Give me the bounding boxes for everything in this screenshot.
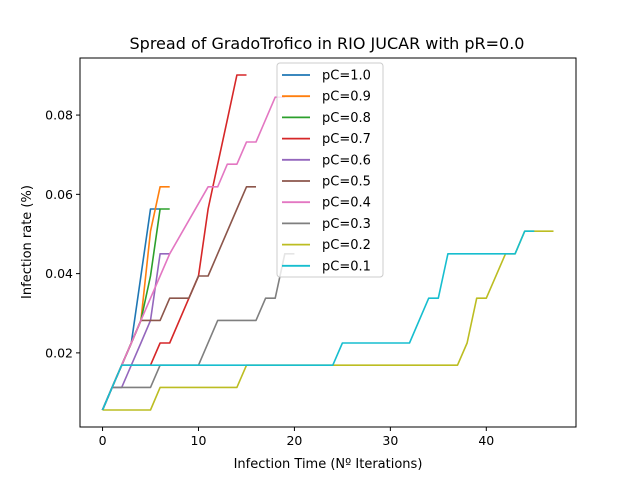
x-tick-label-4: 40 <box>478 433 494 448</box>
legend-label-9: pC=0.1 <box>322 259 371 274</box>
legend-label-3: pC=0.7 <box>322 132 371 147</box>
legend-label-8: pC=0.2 <box>322 238 371 253</box>
y-tick-label-1: 0.04 <box>45 266 73 281</box>
chart-title: Spread of GradoTrofico in RIO JUCAR with… <box>130 34 525 53</box>
legend-label-5: pC=0.5 <box>322 175 371 190</box>
legend: pC=1.0 pC=0.9 pC=0.8 pC=0.7 pC=0.6 pC=0.5 pC=0… <box>276 62 384 278</box>
legend-label-1: pC=0.9 <box>322 90 371 105</box>
series-line-1 <box>101 186 170 411</box>
y-axis-label: Infection rate (%) <box>20 185 35 299</box>
legend-label-0: pC=1.0 <box>322 69 371 84</box>
y-tick-label-2: 0.06 <box>45 187 73 202</box>
x-tick-label-2: 20 <box>286 433 302 448</box>
series-line-6 <box>101 96 285 411</box>
legend-label-7: pC=0.3 <box>322 217 371 232</box>
legend-label-4: pC=0.6 <box>322 153 371 168</box>
y-tick-label-0: 0.02 <box>45 345 73 360</box>
legend-items: pC=1.0 pC=0.9 pC=0.8 pC=0.7 pC=0.6 pC=0.5 pC=0… <box>282 69 371 274</box>
y-tick-label-3: 0.08 <box>45 108 73 123</box>
plot-area <box>79 57 577 428</box>
legend-label-6: pC=0.4 <box>322 196 371 211</box>
x-tick-label-3: 30 <box>382 433 398 448</box>
series-line-9 <box>101 230 535 411</box>
x-tick-label-0: 0 <box>99 433 107 448</box>
x-tick-label-1: 10 <box>191 433 207 448</box>
axes-frame <box>79 57 577 428</box>
y-axis: 0.02 0.04 0.06 0.08 <box>45 108 80 360</box>
series-line-7 <box>101 253 295 411</box>
series-line-5 <box>101 186 256 411</box>
x-axis-label: Infection Time (Nº Iterations) <box>234 457 423 472</box>
legend-label-2: pC=0.8 <box>322 111 371 126</box>
x-axis: 0 10 20 30 40 <box>99 427 494 448</box>
series-layer <box>101 74 554 411</box>
